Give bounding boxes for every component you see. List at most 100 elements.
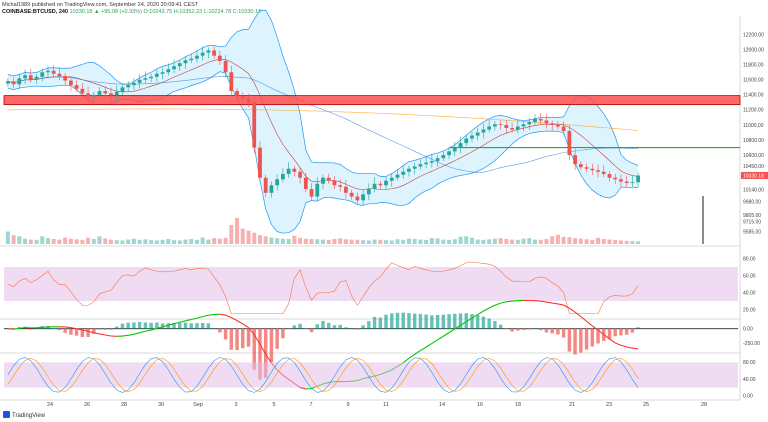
volume-bar [573, 238, 578, 244]
candle-body [573, 155, 577, 165]
candle-body [607, 173, 612, 178]
volume-bar [212, 238, 217, 244]
x-tick-label: 16 [477, 402, 483, 408]
volume-bar [172, 240, 177, 244]
macd-signal-segment [196, 316, 203, 319]
price-tick-label: 10800.00 [743, 138, 764, 144]
macd-signal-segment [552, 302, 559, 305]
price-tick-label: 10450.00 [743, 164, 764, 170]
candle-body [195, 55, 199, 59]
volume-bar [154, 240, 159, 244]
volume-bar [194, 239, 199, 244]
macd-signal-segment [139, 330, 146, 334]
macd-histogram-bar [424, 314, 428, 329]
macd-histogram-bar [281, 328, 285, 339]
macd-histogram-bar [34, 327, 39, 329]
candle-body [447, 151, 451, 156]
macd-signal-segment [420, 346, 427, 352]
volume-bar [240, 228, 245, 244]
macd-signal-segment [225, 314, 232, 319]
price-tick-label: 12000.00 [743, 47, 764, 53]
macd-signal-segment [248, 327, 255, 336]
volume-bar [338, 238, 343, 244]
macd-signal-segment [150, 327, 157, 331]
volume-bar [235, 218, 240, 244]
price-tick-label: 10600.00 [743, 153, 764, 159]
candle-body [206, 50, 211, 53]
volume-bar [613, 239, 618, 244]
symbol-label: COINBASE:BTCUSD, 240 [2, 9, 69, 15]
macd-histogram-bar [573, 328, 577, 355]
volume-bar [143, 239, 148, 244]
candle-body [556, 125, 560, 127]
macd-histogram-bar [252, 328, 256, 370]
candle-body [493, 124, 497, 127]
price-tick-label: 9715.00 [743, 220, 761, 226]
macd-signal-segment [477, 310, 484, 316]
candle-body [143, 78, 148, 80]
macd-signal-segment [586, 320, 593, 327]
candle-body [584, 167, 589, 169]
macd-signal-segment [448, 328, 456, 334]
volume-bar [361, 240, 366, 244]
macd-signal-segment [609, 338, 616, 344]
macd-signal-segment [534, 300, 541, 302]
candle-body [200, 52, 205, 56]
macd-signal-segment [168, 323, 175, 326]
stoch-tick-label: 80.00 [743, 360, 756, 366]
macd-histogram-bar [556, 328, 560, 335]
candle-body [309, 189, 314, 197]
macd-histogram-bar [172, 322, 176, 329]
candle-body [332, 180, 337, 186]
volume-bar [57, 239, 62, 244]
volume-bar [51, 238, 56, 244]
candle-body [435, 158, 440, 162]
candle-body [424, 162, 429, 165]
macd-signal-segment [122, 334, 129, 337]
x-tick-label: 14 [439, 402, 445, 408]
macd-histogram-bar [498, 324, 503, 329]
candle-body [378, 183, 383, 186]
price-tick-label: 11800.00 [743, 63, 764, 69]
macd-signal-segment [557, 303, 564, 306]
macd-histogram-bar [80, 328, 85, 338]
macd-signal-segment [402, 357, 410, 364]
macd-signal-segment [259, 343, 267, 355]
candle-body [240, 96, 245, 99]
volume-bar [372, 239, 377, 244]
macd-histogram-bar [458, 313, 463, 329]
candle-body [51, 70, 56, 74]
volume-bar [114, 240, 119, 244]
candle-body [252, 102, 257, 148]
candle-body [132, 82, 136, 86]
candle-body [217, 55, 222, 61]
volume-bar [177, 240, 182, 244]
macd-signal-segment [145, 329, 152, 332]
macd-histogram-bar [298, 323, 302, 329]
macd-histogram-bar [550, 328, 554, 334]
macd-histogram-bar [321, 320, 325, 329]
volume-bar [298, 237, 303, 244]
volume-bar [596, 237, 601, 244]
candle-body [258, 147, 262, 178]
macd-histogram-bar [229, 328, 234, 350]
candle-body [177, 63, 182, 67]
macd-signal-segment [603, 334, 610, 340]
macd-histogram-bar [493, 320, 497, 329]
candle-body [189, 58, 194, 61]
macd-signal-segment [414, 350, 421, 355]
volume-bar [28, 239, 33, 244]
macd-signal-segment [265, 353, 272, 364]
volume-bar [343, 239, 348, 244]
macd-histogram-bar [624, 328, 629, 335]
candle-body [137, 79, 142, 83]
macd-histogram-bar [367, 321, 371, 329]
macd-histogram-bar [69, 328, 73, 335]
volume-bar [74, 239, 79, 244]
macd-signal-segment [494, 302, 501, 306]
macd-histogram-bar [372, 316, 377, 329]
volume-bar [286, 238, 291, 244]
candle-body [5, 81, 10, 84]
macd-histogram-bar [132, 322, 136, 329]
